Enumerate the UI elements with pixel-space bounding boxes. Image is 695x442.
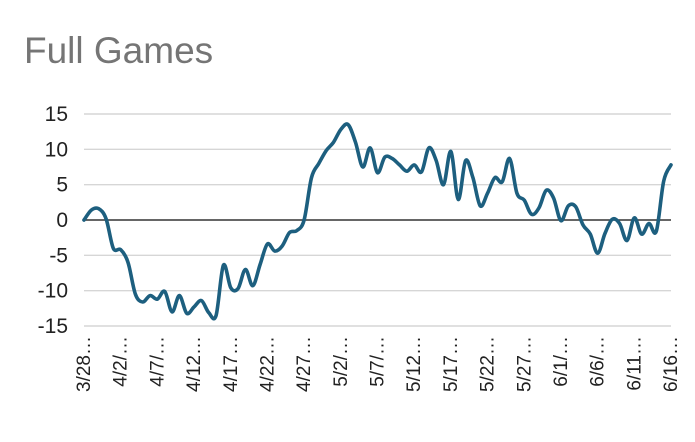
x-tick-label: 4/22… (257, 336, 278, 392)
gridlines (84, 113, 671, 327)
x-tick-label: 6/16… (661, 336, 682, 392)
x-tick-label: 6/6/… (588, 336, 609, 387)
y-tick-label: -10 (38, 280, 68, 303)
y-tick-label: 5 (56, 174, 68, 197)
x-tick-label: 5/22… (478, 336, 499, 392)
y-axis-ticks: 15 10 5 0 -5 -10 -15 (38, 103, 68, 338)
x-tick-label: 4/12… (184, 336, 205, 392)
x-tick-label: 4/27… (294, 336, 315, 392)
x-tick-label: 5/17… (441, 336, 462, 392)
x-tick-label: 5/7/… (368, 336, 389, 387)
chart-title: Full Games (24, 30, 214, 71)
x-tick-label: 4/2/… (111, 336, 132, 387)
x-tick-label: 5/27… (514, 336, 535, 392)
y-tick-label: 10 (45, 138, 68, 161)
x-tick-label: 4/17… (221, 336, 242, 392)
x-tick-label: 5/12… (404, 336, 425, 392)
y-tick-label: 15 (45, 103, 68, 126)
x-tick-label: 5/2/… (331, 336, 352, 387)
x-tick-label: 4/7/… (147, 336, 168, 387)
y-tick-label: -15 (38, 315, 68, 338)
y-tick-label: -5 (49, 244, 68, 267)
series-line (82, 122, 673, 321)
x-tick-label: 3/28… (74, 336, 95, 392)
x-tick-label: 6/11… (624, 336, 645, 391)
y-tick-label: 0 (56, 209, 68, 232)
x-tick-label: 6/1/… (551, 336, 572, 387)
x-axis-ticks: 3/28… 4/2/… 4/7/… 4/12… 4/17… 4/22… 4/27… 5/2/…… (74, 336, 682, 392)
